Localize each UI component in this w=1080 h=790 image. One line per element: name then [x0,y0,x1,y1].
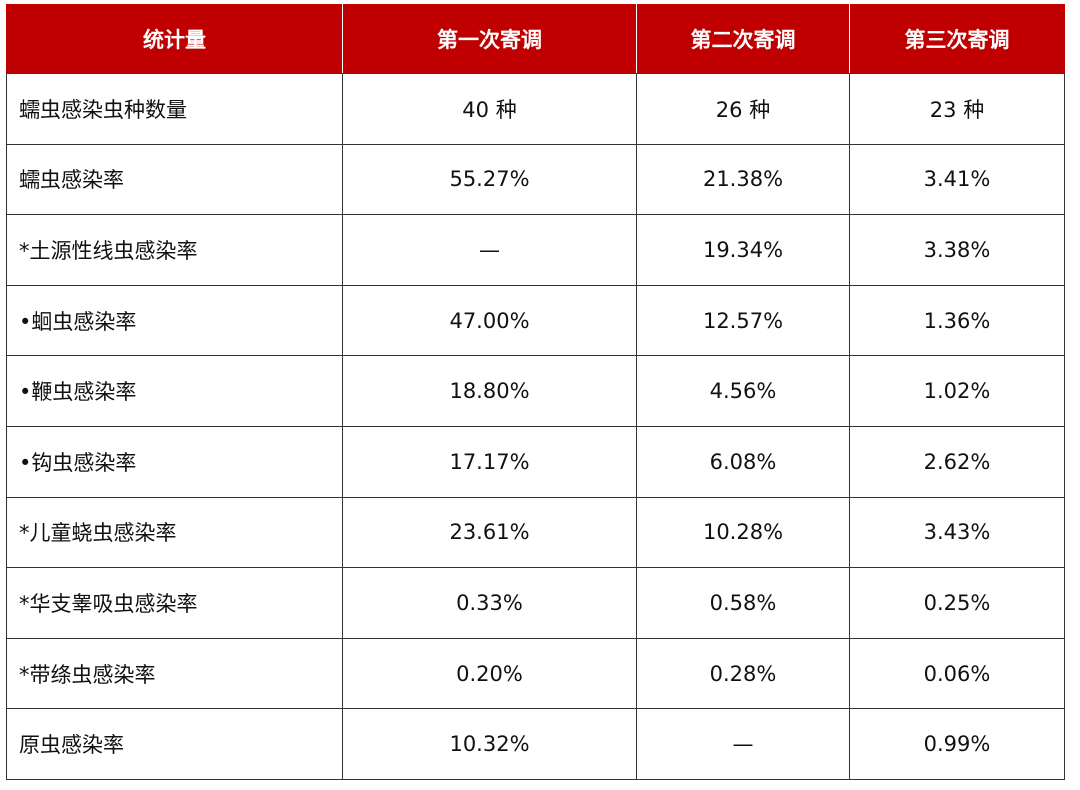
value-cell-survey-3: 23 种 [849,73,1065,145]
table-header: 统计量 第一次寄调 第二次寄调 第三次寄调 [6,4,1065,74]
table-row: •鞭虫感染率 18.80% 4.56% 1.02% [6,355,1065,427]
table-body: 蠕虫感染虫种数量 40 种 26 种 23 种蠕虫感染率 55.27% 21.38% 3.4… [6,73,1065,780]
table-row: •钩虫感染率 17.17% 6.08% 2.62% [6,425,1065,498]
row-label: 蠕虫感染虫种数量 [6,73,343,145]
value-cell-survey-3: 2.62% [849,425,1065,498]
value-cell-survey-2: 4.56% [636,355,850,427]
value-cell-survey-1: 55.27% [342,143,637,216]
row-label: 蠕虫感染率 [6,143,343,216]
value-cell-survey-3: 0.06% [849,637,1065,710]
value-cell-survey-3: 0.25% [849,567,1065,639]
value-cell-survey-2: 6.08% [636,425,850,498]
value-cell-survey-3: 3.43% [849,496,1065,569]
value-cell-survey-1: 47.00% [342,284,637,357]
value-cell-survey-3: 1.02% [849,355,1065,427]
value-cell-survey-2: 10.28% [636,496,850,569]
value-cell-survey-1: 0.20% [342,637,637,710]
table-row: 蠕虫感染虫种数量 40 种 26 种 23 种 [6,73,1065,145]
value-cell-survey-2: 19.34% [636,214,850,286]
row-label: •钩虫感染率 [6,425,343,498]
value-cell-survey-3: 3.38% [849,214,1065,286]
value-cell-survey-2: 0.58% [636,567,850,639]
header-cell-survey-3: 第三次寄调 [849,4,1065,74]
table-row: •蛔虫感染率 47.00% 12.57% 1.36% [6,284,1065,357]
header-row: 统计量 第一次寄调 第二次寄调 第三次寄调 [6,4,1065,74]
value-cell-survey-2: 21.38% [636,143,850,216]
row-label: *儿童蛲虫感染率 [6,496,343,569]
table-row: *土源性线虫感染率 —19.34% 3.38% [6,214,1065,286]
row-label: *土源性线虫感染率 [6,214,343,286]
row-label: •鞭虫感染率 [6,355,343,427]
row-label: *带绦虫感染率 [6,637,343,710]
value-cell-survey-1: 40 种 [342,73,637,145]
row-label: •蛔虫感染率 [6,284,343,357]
value-cell-survey-1: 17.17% [342,425,637,498]
value-cell-survey-2: 26 种 [636,73,850,145]
table-row: *带绦虫感染率 0.20% 0.28% 0.06% [6,637,1065,710]
value-cell-survey-2: 0.28% [636,637,850,710]
table-row: 蠕虫感染率 55.27% 21.38% 3.41% [6,143,1065,216]
header-cell-statistic: 统计量 [6,4,343,74]
value-cell-survey-3: 1.36% [849,284,1065,357]
value-cell-survey-2: 12.57% [636,284,850,357]
table-row: 原虫感染率 10.32% —0.99% [6,708,1065,780]
row-label: 原虫感染率 [6,708,343,780]
value-cell-survey-1: — [342,214,637,286]
table-row: *儿童蛲虫感染率 23.61% 10.28% 3.43% [6,496,1065,569]
value-cell-survey-3: 0.99% [849,708,1065,780]
row-label: *华支睾吸虫感染率 [6,567,343,639]
header-cell-survey-2: 第二次寄调 [636,4,850,74]
value-cell-survey-1: 10.32% [342,708,637,780]
value-cell-survey-1: 18.80% [342,355,637,427]
value-cell-survey-1: 23.61% [342,496,637,569]
value-cell-survey-1: 0.33% [342,567,637,639]
value-cell-survey-3: 3.41% [849,143,1065,216]
table-row: *华支睾吸虫感染率 0.33% 0.58% 0.25% [6,567,1065,639]
statistics-table: 统计量 第一次寄调 第二次寄调 第三次寄调 蠕虫感染虫种数量 40 种 26 种 23… [6,4,1065,780]
header-cell-survey-1: 第一次寄调 [342,4,637,74]
value-cell-survey-2: — [636,708,850,780]
